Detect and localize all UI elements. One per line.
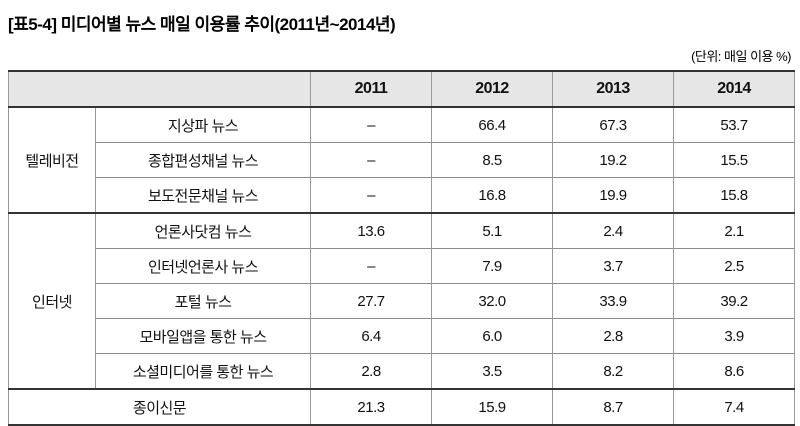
value-cell: 6.4: [310, 318, 432, 354]
year-header-2012: 2012: [431, 71, 553, 108]
year-header-2013: 2013: [552, 71, 674, 108]
value-cell: 53.7: [673, 106, 795, 143]
value-cell: 2.4: [552, 212, 674, 249]
value-cell: 13.6: [310, 212, 432, 249]
value-cell: 8.7: [552, 388, 674, 425]
value-cell: 2.8: [310, 353, 432, 389]
value-cell: 6.0: [431, 318, 553, 354]
group-cell-television: 텔레비전: [8, 106, 96, 213]
value-cell: 16.8: [431, 177, 553, 213]
value-cell: 3.9: [673, 318, 795, 354]
value-cell: –: [310, 248, 432, 284]
value-cell: 2.8: [552, 318, 674, 354]
row-label-cell: 인터넷언론사 뉴스: [95, 248, 311, 284]
value-cell: 21.3: [310, 388, 432, 425]
header-row: 2011 2012 2013 2014: [8, 71, 795, 108]
value-cell: 19.2: [552, 142, 674, 178]
value-cell: 66.4: [431, 106, 553, 143]
value-cell: 7.4: [673, 388, 795, 425]
row-label-cell: 모바일앱을 통한 뉴스: [95, 318, 311, 354]
value-cell: 39.2: [673, 283, 795, 319]
media-news-usage-table: 2011 2012 2013 2014 텔레비전 지상파 뉴스 – 66.4 6…: [8, 70, 795, 426]
row-label-cell: 언론사닷컴 뉴스: [95, 212, 311, 249]
table-row: 소셜미디어를 통한 뉴스 2.8 3.5 8.2 8.6: [9, 353, 795, 389]
table-row: 보도전문채널 뉴스 – 16.8 19.9 15.8: [9, 177, 795, 213]
row-label-cell: 포털 뉴스: [95, 283, 311, 319]
table-row: 포털 뉴스 27.7 32.0 33.9 39.2: [9, 283, 795, 319]
value-cell: 8.5: [431, 142, 553, 178]
value-cell: 2.1: [673, 212, 795, 249]
value-cell: 5.1: [431, 212, 553, 249]
value-cell: 7.9: [431, 248, 553, 284]
row-label-cell: 종합편성채널 뉴스: [95, 142, 311, 178]
value-cell: –: [310, 142, 432, 178]
table-title: [표5-4] 미디어별 뉴스 매일 이용률 추이(2011년~2014년): [8, 15, 396, 34]
value-cell: 8.6: [673, 353, 795, 389]
value-cell: 2.5: [673, 248, 795, 284]
value-cell: 3.5: [431, 353, 553, 389]
corner-header-cell: [8, 71, 311, 108]
value-cell: 8.2: [552, 353, 674, 389]
table-row: 모바일앱을 통한 뉴스 6.4 6.0 2.8 3.9: [9, 318, 795, 354]
value-cell: 33.9: [552, 283, 674, 319]
table-row: 텔레비전 지상파 뉴스 – 66.4 67.3 53.7: [8, 106, 795, 213]
year-header-2011: 2011: [310, 71, 432, 108]
value-cell: 15.5: [673, 142, 795, 178]
row-label-cell-paper: 종이신문: [8, 388, 311, 425]
row-label-cell: 소셜미디어를 통한 뉴스: [95, 353, 311, 389]
row-label-cell: 보도전문채널 뉴스: [95, 177, 311, 213]
table-row: 인터넷 언론사닷컴 뉴스 13.6 5.1 2.4 2.1: [8, 212, 795, 389]
table-row: 인터넷언론사 뉴스 – 7.9 3.7 2.5: [9, 248, 795, 284]
group-cell-internet: 인터넷: [8, 212, 96, 389]
value-cell: 3.7: [552, 248, 674, 284]
value-cell: 15.9: [431, 388, 553, 425]
value-cell: 27.7: [310, 283, 432, 319]
row-label-cell: 지상파 뉴스: [95, 106, 311, 143]
unit-note: (단위: 매일 이용 %): [691, 49, 791, 64]
value-cell: 67.3: [552, 106, 674, 143]
table-row: 종합편성채널 뉴스 – 8.5 19.2 15.5: [9, 142, 795, 178]
value-cell: 32.0: [431, 283, 553, 319]
value-cell: –: [310, 106, 432, 143]
value-cell: 15.8: [673, 177, 795, 213]
table-row: 종이신문 21.3 15.9 8.7 7.4: [8, 388, 795, 425]
year-header-2014: 2014: [673, 71, 795, 108]
value-cell: –: [310, 177, 432, 213]
value-cell: 19.9: [552, 177, 674, 213]
